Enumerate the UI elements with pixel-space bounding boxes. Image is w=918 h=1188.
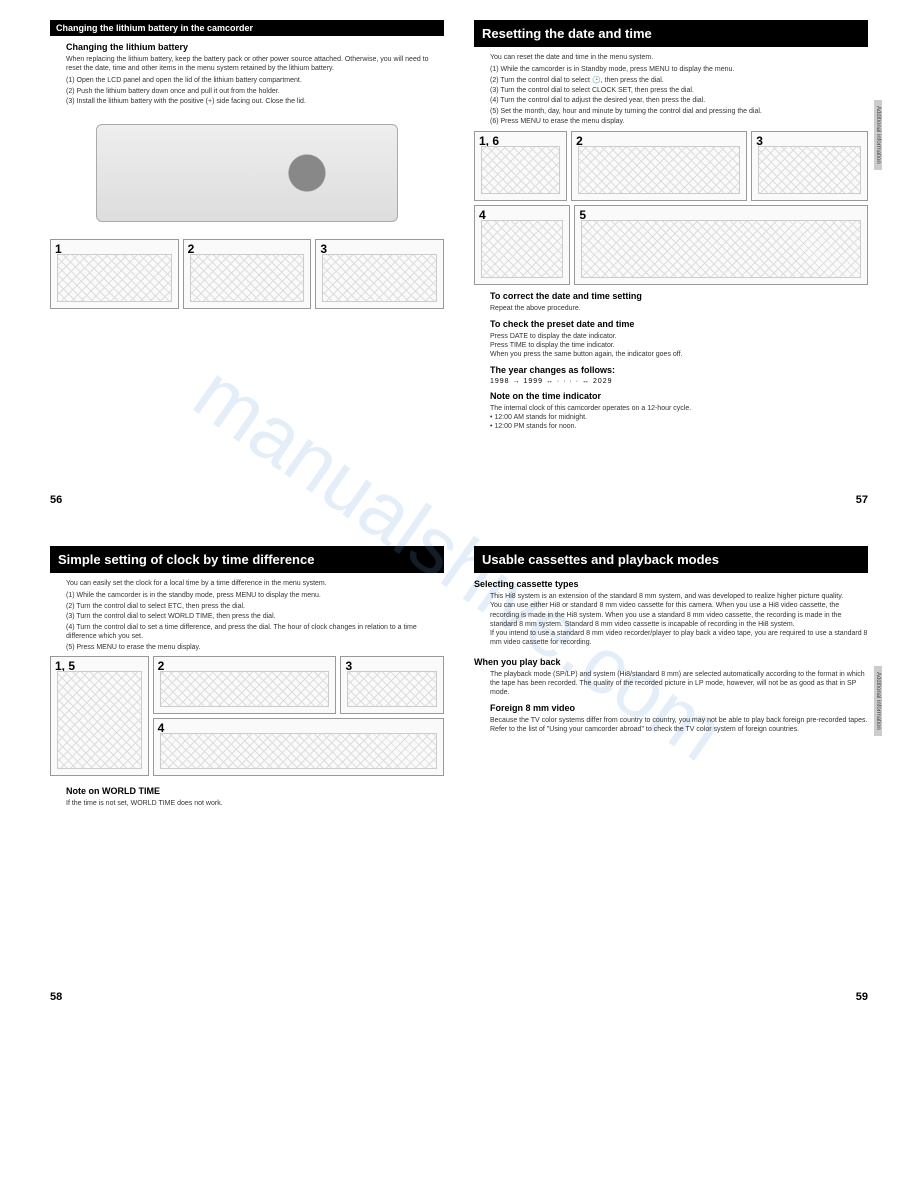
scribble xyxy=(581,220,861,278)
scribble xyxy=(481,146,560,194)
pagenum-59: 59 xyxy=(856,991,918,1003)
cell-57-5: 5 xyxy=(574,205,868,285)
step-57-4: (4) Turn the control dial to adjust the … xyxy=(490,96,868,105)
sel-title: Selecting cassette types xyxy=(474,579,868,589)
cell-58-15: 1, 5 xyxy=(50,656,149,776)
scribble xyxy=(160,733,437,769)
diagram-row-57a: 1, 6 2 3 xyxy=(474,131,868,201)
step-58-2: (2) Turn the control dial to select ETC,… xyxy=(66,602,444,611)
steps-56: (1) Open the LCD panel and open the lid … xyxy=(50,76,444,106)
step-56-2: (2) Push the lithium battery down once a… xyxy=(66,87,444,96)
scribble xyxy=(57,254,172,302)
step-56-3: (3) Install the lithium battery with the… xyxy=(66,97,444,106)
steps-57: (1) While the camcorder is in Standby mo… xyxy=(474,65,868,127)
year-title: The year changes as follows: xyxy=(474,365,868,375)
scribble xyxy=(57,671,142,769)
header-59: Usable cassettes and playback modes xyxy=(474,546,868,573)
note-title-58: Note on WORLD TIME xyxy=(50,786,444,796)
header-56: Changing the lithium battery in the camc… xyxy=(50,20,444,36)
step-58-4: (4) Turn the control dial to set a time … xyxy=(66,623,444,642)
play-title: When you play back xyxy=(474,657,868,667)
title-56: Changing the lithium battery xyxy=(50,42,444,52)
check-title: To check the preset date and time xyxy=(474,319,868,329)
spread-58-59: Simple setting of clock by time differen… xyxy=(0,546,918,811)
step-57-6: (6) Press MENU to erase the menu display… xyxy=(490,117,868,126)
diagram-row-56: 1 2 3 xyxy=(50,239,444,309)
scribble xyxy=(578,146,740,194)
pagenum-57: 57 xyxy=(856,494,918,506)
step-57-1: (1) While the camcorder is in Standby mo… xyxy=(490,65,868,74)
cell-56-3: 3 xyxy=(315,239,444,309)
scribble xyxy=(481,220,563,278)
scribble xyxy=(190,254,305,302)
step-57-2: (2) Turn the control dial to select 🕒, t… xyxy=(490,76,868,85)
scribble xyxy=(160,671,330,707)
pagenum-58: 58 xyxy=(0,991,62,1003)
intro-56: When replacing the lithium battery, keep… xyxy=(50,55,444,73)
pagenum-56: 56 xyxy=(0,494,62,506)
scribble xyxy=(758,146,861,194)
foreign-body: Because the TV color systems differ from… xyxy=(474,716,868,734)
step-58-5: (5) Press MENU to erase the menu display… xyxy=(66,643,444,652)
step-58-1: (1) While the camcorder is in the standb… xyxy=(66,591,444,600)
step-57-5: (5) Set the month, day, hour and minute … xyxy=(490,107,868,116)
sel-body: This Hi8 system is an extension of the s… xyxy=(474,592,868,647)
foreign-title: Foreign 8 mm video xyxy=(474,703,868,713)
page-58: Simple setting of clock by time differen… xyxy=(50,546,444,811)
diagram-row-58a: 1, 5 2 3 4 xyxy=(50,656,444,776)
step-58-3: (3) Turn the control dial to select WORL… xyxy=(66,612,444,621)
note-title-57: Note on the time indicator xyxy=(474,391,868,401)
intro-58: You can easily set the clock for a local… xyxy=(50,579,444,588)
correct-body: Repeat the above procedure. xyxy=(474,304,868,313)
note-body-57: The internal clock of this camcorder ope… xyxy=(474,404,868,431)
scribble xyxy=(322,254,437,302)
cell-58-3: 3 xyxy=(340,656,444,714)
check-body: Press DATE to display the date indicator… xyxy=(474,332,868,359)
steps-58: (1) While the camcorder is in the standb… xyxy=(50,591,444,652)
correct-title: To correct the date and time setting xyxy=(474,291,868,301)
camcorder-illustration xyxy=(60,113,434,233)
note-body-58: If the time is not set, WORLD TIME does … xyxy=(50,799,444,808)
cell-58-2: 2 xyxy=(153,656,337,714)
cell-57-4: 4 xyxy=(474,205,570,285)
header-57: Resetting the date and time xyxy=(474,20,868,47)
spread-56-57: Changing the lithium battery in the camc… xyxy=(0,20,918,434)
page-56: Changing the lithium battery in the camc… xyxy=(50,20,444,434)
cell-57-2: 2 xyxy=(571,131,747,201)
cell-56-2: 2 xyxy=(183,239,312,309)
cell-58-4: 4 xyxy=(153,718,444,776)
play-body: The playback mode (SP/LP) and system (Hi… xyxy=(474,670,868,697)
cell-57-3: 3 xyxy=(751,131,868,201)
cell-56-1: 1 xyxy=(50,239,179,309)
scribble xyxy=(347,671,437,707)
step-56-1: (1) Open the LCD panel and open the lid … xyxy=(66,76,444,85)
header-58: Simple setting of clock by time differen… xyxy=(50,546,444,573)
cell-57-16: 1, 6 xyxy=(474,131,567,201)
diagram-row-57b: 4 5 xyxy=(474,205,868,285)
sidetab-57: Additional information xyxy=(874,100,882,170)
page-57: Additional information Resetting the dat… xyxy=(474,20,868,434)
sidetab-59: Additional information xyxy=(874,666,882,736)
year-arrow: 1998 → 1999 ↔ · · · · ↔ 2029 xyxy=(474,378,868,385)
page-59: Additional information Usable cassettes … xyxy=(474,546,868,811)
step-57-3: (3) Turn the control dial to select CLOC… xyxy=(490,86,868,95)
intro-57: You can reset the date and time in the m… xyxy=(474,53,868,62)
